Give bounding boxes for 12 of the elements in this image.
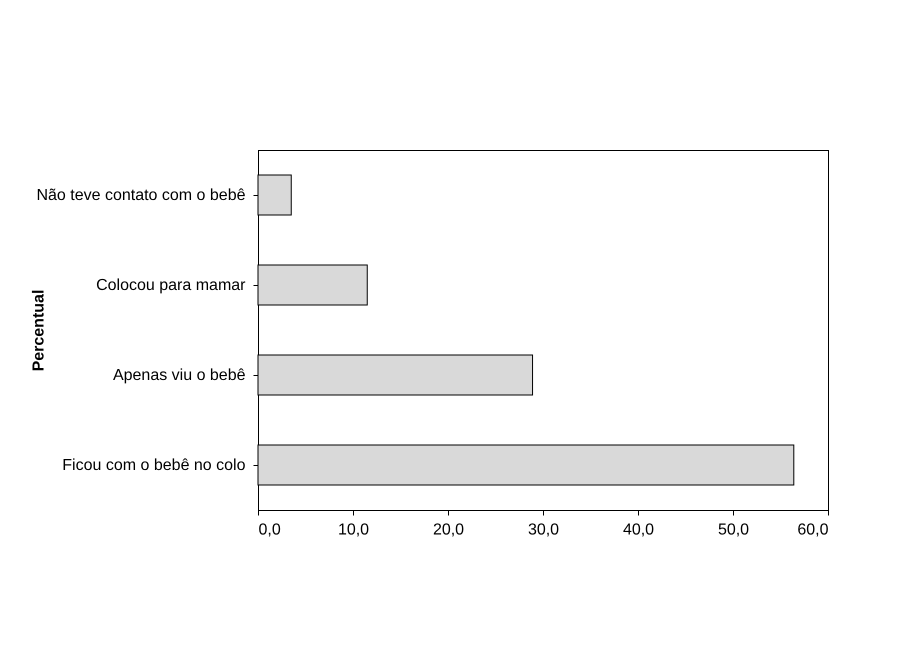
y-axis-title: Percentual [30, 290, 48, 372]
x-tick-label: 30,0 [528, 522, 560, 538]
x-tick-label: 60,0 [797, 522, 829, 538]
x-tick-label: 20,0 [432, 522, 464, 538]
y-tick-label: Colocou para mamar [96, 277, 246, 294]
y-tick-label: Ficou com o bebê no colo [62, 457, 246, 474]
y-tick-label: Não teve contato com o bebê [36, 187, 246, 204]
y-tick-label: Apenas viu o bebê [112, 367, 246, 384]
x-tick-label: 40,0 [622, 522, 654, 538]
x-tick-label: 0,0 [258, 522, 281, 538]
x-tick-label: 50,0 [718, 522, 750, 538]
x-tick-label: 10,0 [338, 522, 370, 538]
